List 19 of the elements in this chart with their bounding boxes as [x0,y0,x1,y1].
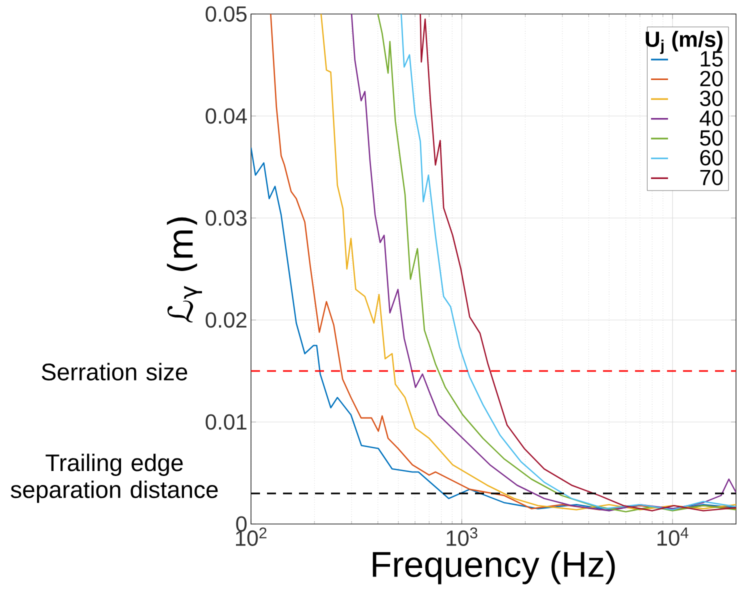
legend-label: 60 [700,150,723,166]
x-axis-title: Frequency (Hz) [372,550,615,584]
y-tick-label: 0 [236,516,247,532]
legend-label: 20 [700,70,723,86]
legend-label: 70 [700,170,723,186]
x-tick-label: 10$^{3}$ [446,528,478,546]
y-axis-title: ℒ$_{γ}$ (m) [166,217,202,322]
y-tick-label: 0.04 [206,108,247,124]
legend-label: 50 [700,130,723,146]
y-tick-label: 0.02 [206,312,246,328]
y-tick-label: 0.01 [206,414,246,430]
ref-line-label: Trailing edge separation distance [10,454,218,503]
x-tick-label: 10$^{4}$ [658,528,688,546]
y-tick-label: 0.05 [206,6,247,22]
ref-line-label: Serration size [42,362,188,380]
y-tick-label: 0.03 [206,210,247,226]
legend-label: 30 [700,90,723,106]
legend-label: 40 [700,110,723,126]
legend-label: 15 [700,51,723,67]
